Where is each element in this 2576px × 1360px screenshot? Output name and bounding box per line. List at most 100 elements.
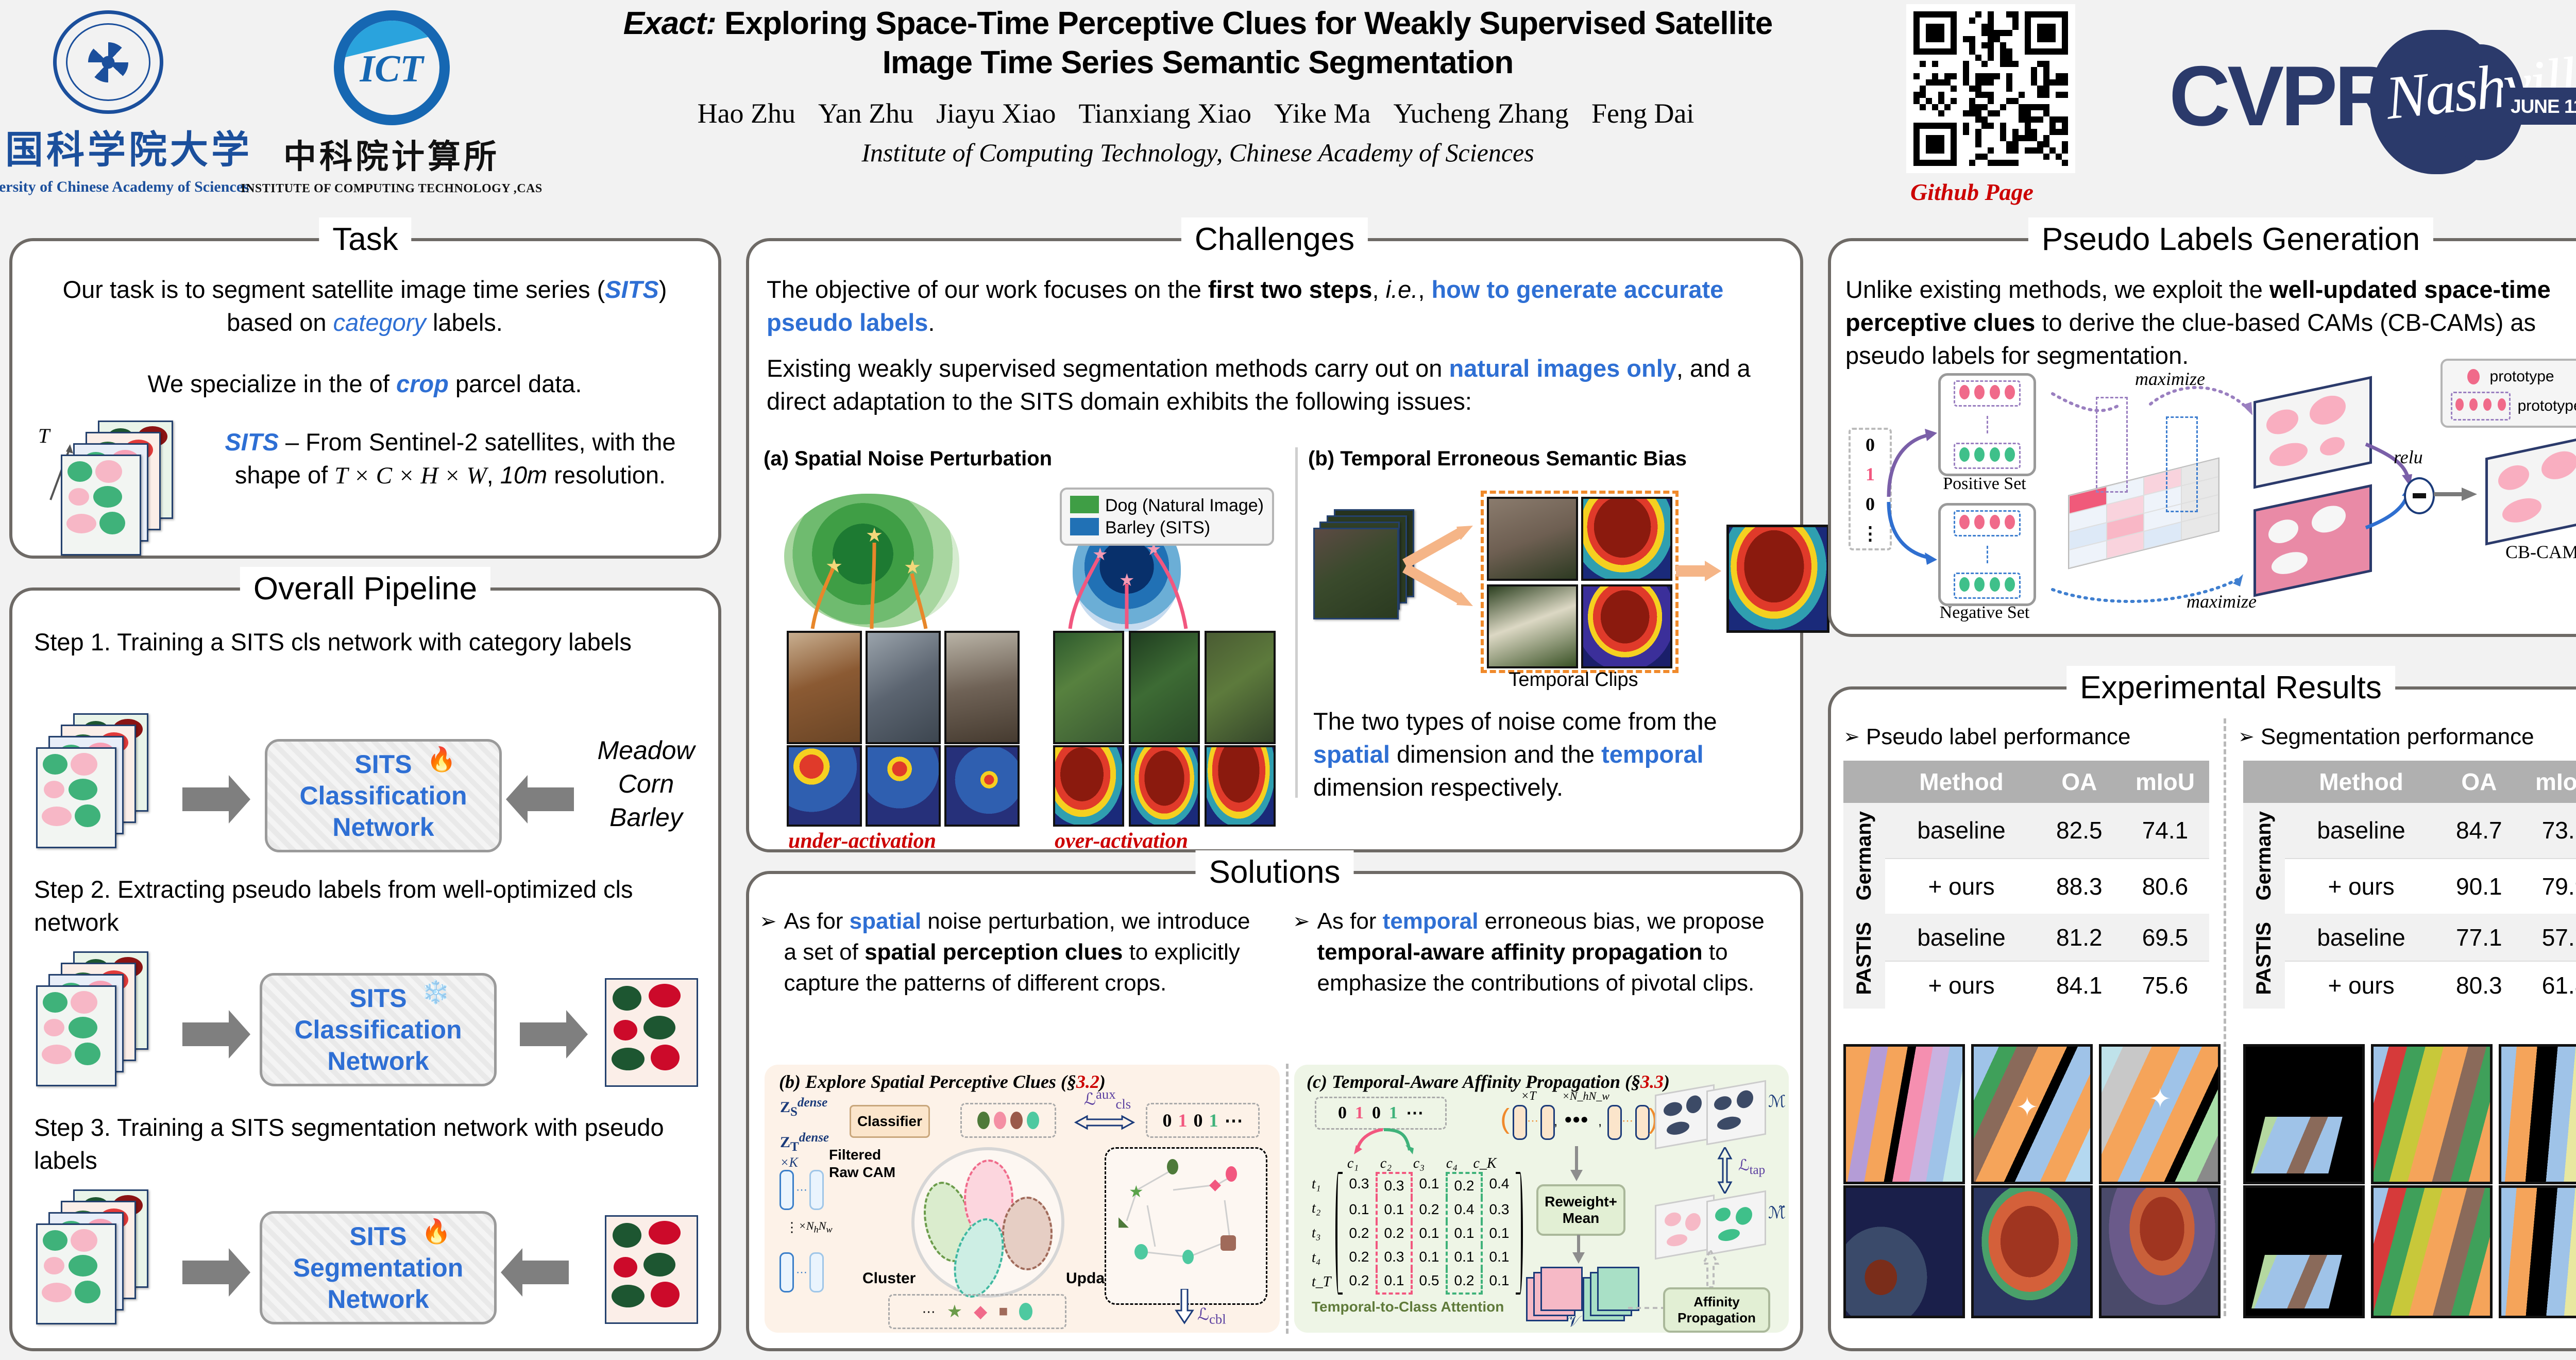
fig-c-attention-caption: Temporal-to-Class Attention [1312, 1299, 1504, 1315]
pipeline-step3-input-stack [36, 1189, 165, 1324]
fig-c-loss-tap-sym: ℒ [1738, 1157, 1750, 1174]
qual-seg-r1 [2243, 1185, 2365, 1318]
fig-c-cell-2-2: 0.1 [1419, 1225, 1439, 1241]
task-p1-sits: SITS [605, 276, 659, 303]
qual-seg-r3 [2499, 1185, 2576, 1318]
sol-r-bold: temporal-aware affinity propagation [1317, 939, 1703, 965]
table-cell-method: baseline [2285, 914, 2437, 962]
sits-sheet-1 [61, 455, 141, 556]
ict-logo-en: INSTITUTE OF COMPUTING TECHNOLOGY ,CAS [241, 182, 543, 195]
pseudo-maximize-top: maximize [2135, 368, 2205, 389]
author-6: Feng Dai [1591, 98, 1694, 129]
pseudo-positive-set [1938, 373, 2036, 476]
ch-p1-e: , [1418, 276, 1432, 303]
qual-seg-r2 [2371, 1185, 2493, 1318]
fig-c-reweight-1: Reweight+ [1545, 1194, 1617, 1210]
ps-b: to derive the clue-based CAMs (CB-CAMs) … [1845, 308, 2536, 369]
fig-c-arrow-down-2 [1572, 1235, 1585, 1264]
table-cell-method: + ours [1885, 961, 2038, 1009]
challenges-paragraph-2: Existing weakly supervised segmentation … [767, 352, 1782, 418]
label-meadow: Meadow [597, 736, 695, 765]
pseudo-negative-label: Negative Set [1939, 603, 2030, 622]
fig-c-m-tilde-symbol: ℳ̃ [1768, 1203, 1786, 1222]
ch-p1-steps: first two steps [1208, 276, 1372, 303]
challenges-paragraph-1: The objective of our work focuses on the… [767, 273, 1782, 339]
author-3: Tianxiang Xiao [1078, 98, 1252, 129]
ch-p3-b: dimension and the [1389, 740, 1602, 768]
fig-c-affinity-2: Propagation [1677, 1310, 1756, 1325]
github-qr-block[interactable]: Github Page [1906, 4, 2097, 206]
ict-logo-icon: ICT [333, 10, 450, 125]
fig-b-onehot: 0 1 0 1 ⋯ [1146, 1103, 1260, 1138]
fig-c-cell-4-2: 0.5 [1419, 1272, 1439, 1288]
table-header-oa: OA [2037, 761, 2121, 803]
table-cell-oa: 90.1 [2437, 858, 2521, 914]
fig-c-row-0: t₁ [1312, 1176, 1321, 1192]
fig-c-cell-4-3: 0.2 [1446, 1269, 1483, 1295]
sol-r-c: to emphasize the contributions of pivota… [1317, 939, 1755, 996]
table-cell-miou: 69.5 [2121, 914, 2209, 962]
author-0: Hao Zhu [697, 98, 796, 129]
task-p1-c: labels. [426, 308, 503, 336]
ict-logo-cn: 中科院计算所 [283, 139, 500, 175]
solutions-bullet-right: ➢ As for temporal erroneous bias, we pro… [1293, 906, 1787, 998]
ch-p3-a: The two types of noise come from the [1313, 708, 1717, 735]
fig-c-matrix-row: 0.3 0.3 0.1 0.2 0.4 [1343, 1172, 1516, 1198]
solutions-bullet-left: ➢ As for spatial noise perturbation, we … [759, 906, 1275, 998]
sol-r-b: erroneous bias, we propose [1478, 909, 1765, 934]
task-p1-category: category [333, 308, 426, 336]
table-cell-oa: 84.1 [2037, 961, 2121, 1009]
fig-b-cluster-circle [911, 1147, 1064, 1304]
bullet-icon-left: ➢ [759, 910, 777, 933]
fire-icon-2: 🔥 [421, 1217, 451, 1245]
label-barley: Barley [609, 803, 683, 832]
star-icon-b3: ★ [1119, 570, 1135, 590]
author-4: Yike Ma [1274, 98, 1371, 129]
task-paragraph-1: Our task is to segment satellite image t… [30, 273, 700, 339]
net3-label-line3: Network [327, 1284, 429, 1314]
fig-c-loss-tap-sub: tap [1749, 1163, 1766, 1177]
task-p1-a: Our task is to segment satellite image t… [62, 276, 605, 303]
table-corner-cell [2243, 761, 2285, 803]
fig-c-mask-2 [1706, 1080, 1766, 1146]
fig-c-cell-3-0: 0.2 [1349, 1249, 1369, 1265]
merge-arrow-icon [1676, 561, 1721, 581]
table-cell-oa: 82.5 [2037, 803, 2121, 859]
sol-l-bold: spatial perception clues [865, 939, 1123, 965]
fig-c-col-1: c₂ [1380, 1155, 1392, 1171]
panel-pseudo-title: Pseudo Labels Generation [2028, 217, 2434, 262]
solutions-figure-b: (b) Explore Spatial Perceptive Clues (§3… [765, 1065, 1280, 1333]
fig-c-t-label: ×T [1521, 1089, 1536, 1103]
temporal-input-stack [1313, 509, 1421, 619]
fig-c-affinity-1: Affinity [1693, 1294, 1740, 1309]
ch-p1-ie: i.e. [1385, 276, 1418, 303]
table-cell-miou: 61.8 [2520, 961, 2576, 1009]
panel-experiments-title: Experimental Results [2066, 666, 2395, 710]
affiliation: Institute of Computing Technology, Chine… [861, 138, 1534, 167]
fig-c-row-4: t_T [1312, 1274, 1331, 1290]
net3-label-line2: Segmentation [293, 1253, 464, 1282]
qual-cam-l2 [1971, 1185, 2093, 1318]
fig-b-down-arrow-icon [1175, 1289, 1194, 1324]
legend-swatch-dog [1070, 496, 1099, 513]
sol-l-c: to explicitly capture the patterns of di… [784, 939, 1240, 996]
fig-c-cell-3-3: 0.1 [1446, 1245, 1483, 1269]
fig-c-onehot: 0 1 0 1 ⋯ [1315, 1097, 1447, 1130]
ps-bold: well-updated space-time perceptive clues [1845, 276, 2551, 336]
fig-c-col-2: c₃ [1413, 1155, 1425, 1171]
fig-b-zs-label: ZSdense [780, 1096, 828, 1119]
natural-cam-row [787, 745, 1020, 827]
fig-b-onehot-3: 1 [1209, 1110, 1218, 1131]
net2-label-line1: SITS [349, 983, 407, 1013]
pipeline-cls-network-1: SITS 🔥 Classification Network [265, 739, 502, 852]
exp-left-heading-label: Pseudo label performance [1866, 724, 2131, 749]
fig-c-double-vert-arrow [1717, 1147, 1733, 1194]
pipeline-pseudo-label-2 [605, 1215, 698, 1324]
pipeline-step1-text: Step 1. Training a SITS cls network with… [34, 628, 632, 656]
qr-code-icon[interactable] [1906, 4, 2075, 173]
fire-icon: 🔥 [427, 745, 456, 773]
table-cell-miou: 73.6 [2520, 803, 2576, 859]
experiments-right-heading: ➢ Segmentation performance [2238, 721, 2534, 752]
fig-c-row-headers: t₁ t₂ t₃ t₄ t_T [1312, 1172, 1335, 1295]
ucas-logo-en: University of Chinese Academy of Science… [0, 178, 249, 195]
